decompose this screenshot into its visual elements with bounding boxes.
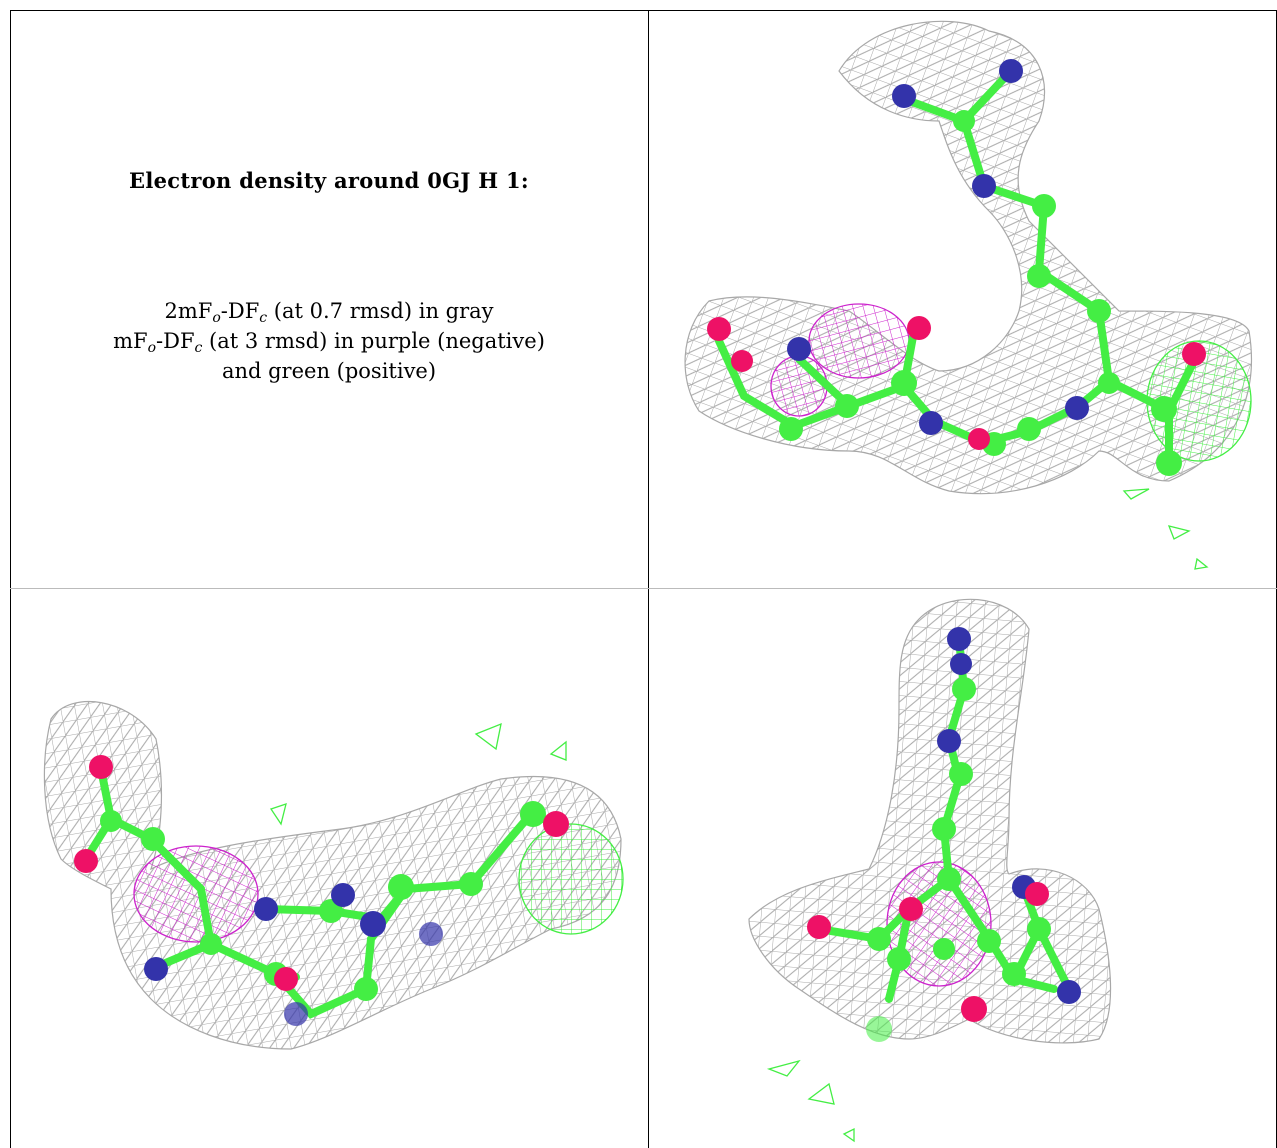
caption-line-colors: and green (positive) bbox=[221, 359, 437, 383]
caption-cell: Electron density around 0GJ H 1: 2mFo-DF… bbox=[10, 10, 648, 588]
table-border-top bbox=[10, 10, 1277, 11]
positive-density-mesh bbox=[766, 1059, 855, 1143]
table-border-left bbox=[10, 10, 11, 1148]
table-border-mid bbox=[648, 10, 649, 1148]
negative-density-mesh bbox=[770, 303, 910, 417]
density-view-bottom-right bbox=[649, 589, 1276, 1148]
positive-density-mesh bbox=[269, 722, 624, 935]
negative-density-mesh bbox=[886, 861, 992, 987]
atoms bbox=[807, 627, 1081, 1042]
atoms bbox=[74, 755, 569, 1026]
table-border-row bbox=[10, 588, 1277, 589]
negative-density-mesh bbox=[133, 845, 259, 943]
caption-line-2fofc: 2mFo-DFc (at 0.7 rmsd) in gray bbox=[164, 299, 494, 326]
atoms bbox=[707, 59, 1206, 476]
caption-line-fofc: mFo-DFc (at 3 rmsd) in purple (negative) bbox=[113, 329, 545, 356]
caption-title: Electron density around 0GJ H 1: bbox=[129, 168, 529, 193]
density-view-bottom-left bbox=[11, 589, 648, 1148]
density-view-top-right bbox=[649, 11, 1276, 588]
